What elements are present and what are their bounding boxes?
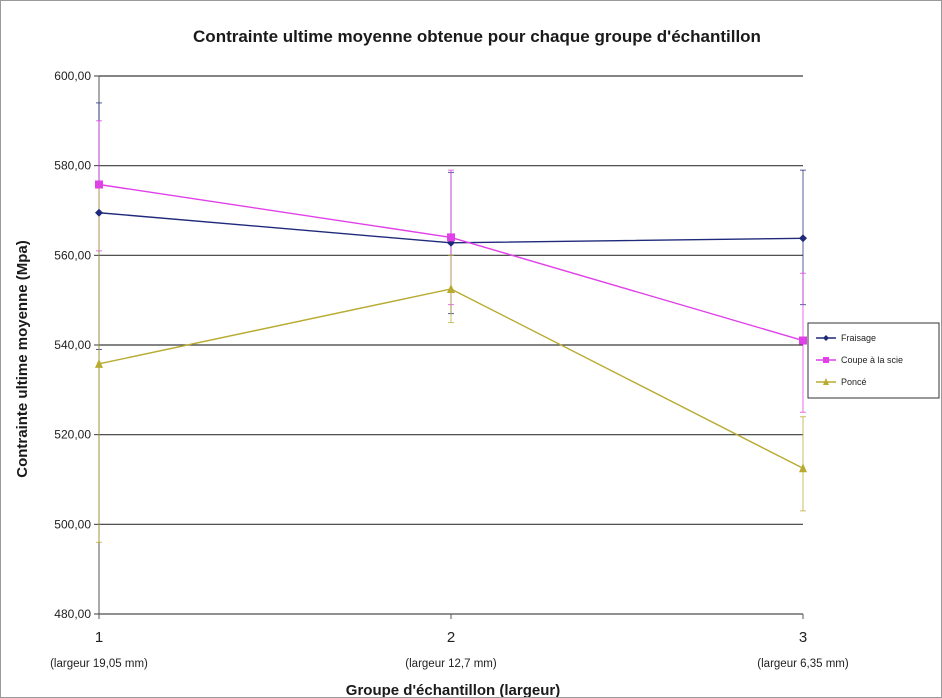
legend-label: Poncé [841, 377, 867, 387]
grid-lines [94, 75, 803, 615]
point-marker [95, 180, 103, 189]
x-tick-label: 2 [447, 629, 455, 646]
point-marker [799, 463, 807, 473]
x-axis-title: Groupe d'échantillon (largeur) [346, 682, 560, 697]
error-bars [96, 102, 806, 543]
point-marker [823, 335, 829, 341]
point-marker [447, 233, 455, 242]
y-tick-label: 580,00 [54, 159, 91, 173]
y-tick-label: 500,00 [54, 517, 91, 531]
y-tick-label: 480,00 [54, 607, 91, 621]
point-marker [95, 208, 103, 217]
legend-label: Coupe à la scie [841, 355, 903, 365]
y-tick-label: 540,00 [54, 338, 91, 352]
point-marker [823, 378, 829, 385]
x-tick-sublabel: (largeur 6,35 mm) [757, 658, 849, 670]
x-tick-label: 1 [95, 629, 103, 646]
chart-title: Contrainte ultime moyenne obtenue pour c… [193, 27, 761, 46]
point-marker [95, 358, 103, 368]
y-tick-label: 560,00 [54, 248, 91, 262]
x-tick-sublabel: (largeur 12,7 mm) [405, 658, 497, 670]
point-marker [799, 234, 807, 243]
series-markers [95, 180, 807, 473]
x-tick-labels: 1 (largeur 19,05 mm) 2 (largeur 12,7 mm) 3 (l… [50, 614, 849, 670]
y-tick-label: 600,00 [54, 69, 91, 83]
y-tick-labels: 480,00 500,00 520,00 540,00 560,00 580,00 600,… [54, 69, 91, 621]
x-tick-label: 3 [799, 629, 807, 646]
x-tick-sublabel: (largeur 19,05 mm) [50, 658, 148, 670]
legend: Fraisage Coupe à la scie Poncé [807, 322, 940, 399]
y-axis-title: Contrainte ultime moyenne (Mpa) [14, 240, 31, 478]
point-marker [823, 357, 829, 363]
legend-label: Fraisage [841, 333, 876, 343]
y-tick-label: 520,00 [54, 428, 91, 442]
point-marker [799, 336, 807, 345]
point-marker [447, 283, 455, 293]
